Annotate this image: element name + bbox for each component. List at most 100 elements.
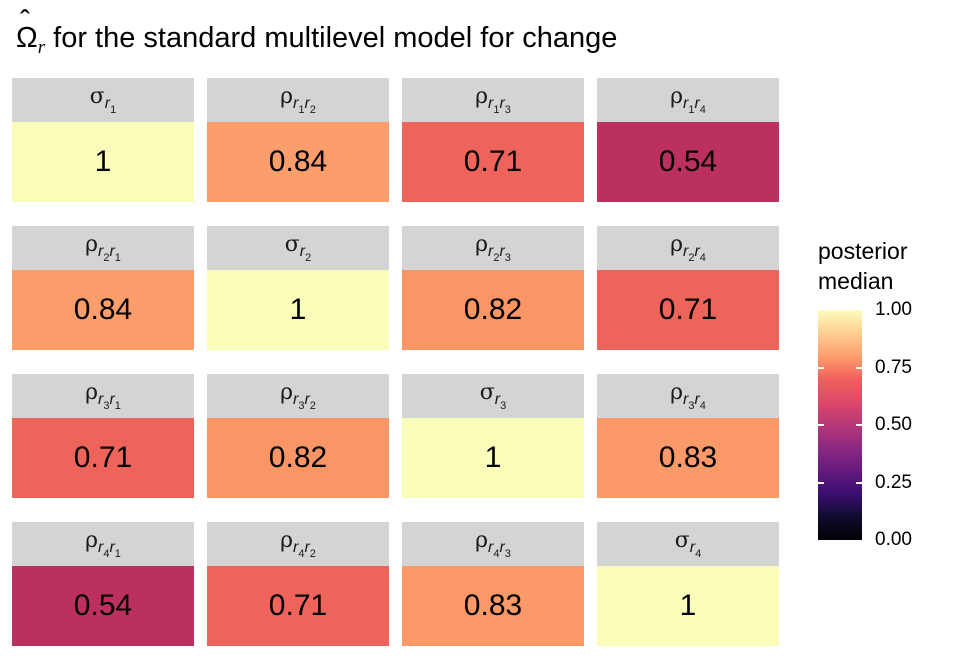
heatmap-tile: 0.83 — [402, 566, 584, 646]
greek-letter: ρ — [85, 528, 99, 553]
heatmap-tile: 0.71 — [207, 566, 389, 646]
facet-strip: ρr3r4 — [597, 374, 779, 418]
tile-value: 1 — [94, 145, 112, 178]
subscript-pair: r1 — [109, 391, 121, 412]
subscript-pair: r2 — [683, 243, 695, 264]
facet-cell: ρr3r1 0.71 — [12, 374, 194, 498]
colorbar-legend: posterior median 1.00 0.75 0.50 0.25 0.00 — [818, 236, 960, 550]
tile-value: 0.84 — [73, 293, 133, 326]
facet-strip-label: ρr3r2 — [280, 380, 316, 412]
facet-cell: ρr1r4 0.54 — [597, 78, 779, 202]
heatmap-tile: 0.54 — [12, 566, 194, 646]
facet-strip: ρr2r1 — [12, 226, 194, 270]
heatmap-tile: 1 — [597, 566, 779, 646]
greek-letter: ρ — [85, 232, 99, 257]
facet-cell: ρr1r3 0.71 — [402, 78, 584, 202]
facet-strip: ρr1r4 — [597, 78, 779, 122]
facet-cell: ρr2r1 0.84 — [12, 226, 194, 350]
subscript-pair: r4 — [689, 539, 702, 560]
heatmap-tile: 0.82 — [207, 418, 389, 498]
facet-strip: σr3 — [402, 374, 584, 418]
tile-value: 1 — [289, 293, 307, 326]
greek-letter: ρ — [670, 380, 684, 405]
tile-value: 0.71 — [73, 441, 133, 474]
subscript-pair: r3 — [499, 243, 511, 264]
heatmap-tile: 0.71 — [402, 122, 584, 202]
subscript-pair: r4 — [488, 539, 500, 560]
facet-cell: ρr1r2 0.84 — [207, 78, 389, 202]
greek-letter: ρ — [670, 84, 684, 109]
tile-value: 0.54 — [73, 589, 133, 622]
legend-bar-area: 1.00 0.75 0.50 0.25 0.00 — [818, 299, 960, 550]
legend-tick-mark — [856, 366, 862, 369]
facet-strip-label: ρr3r1 — [85, 380, 121, 412]
heatmap-tile: 1 — [402, 418, 584, 498]
heatmap-tile: 0.71 — [12, 418, 194, 498]
facet-strip: ρr4r3 — [402, 522, 584, 566]
facet-strip: σr4 — [597, 522, 779, 566]
tile-value: 0.84 — [268, 145, 328, 178]
facet-grid: σr1 1 ρr1r2 0.84 ρr1r3 0.71 ρr1r4 0.54 ρr2r1 0.84… — [12, 78, 779, 646]
facet-strip-label: ρr4r1 — [85, 528, 121, 560]
greek-letter: ρ — [280, 84, 294, 109]
facet-cell: ρr3r2 0.82 — [207, 374, 389, 498]
legend-tick-label: 0.00 — [875, 529, 912, 550]
subscript-pair: r1 — [488, 95, 500, 116]
legend-gradient-bar — [818, 310, 862, 540]
subscript-pair: r2 — [304, 539, 316, 560]
facet-strip: ρr1r2 — [207, 78, 389, 122]
heatmap-tile: 0.83 — [597, 418, 779, 498]
facet-cell: ρr2r3 0.82 — [402, 226, 584, 350]
facet-cell: ρr4r3 0.83 — [402, 522, 584, 646]
legend-tick-label: 1.00 — [875, 299, 912, 320]
greek-letter: σ — [674, 528, 690, 553]
legend-tick-label: 0.75 — [875, 356, 912, 378]
facet-cell: σr3 1 — [402, 374, 584, 498]
facet-cell: ρr4r2 0.71 — [207, 522, 389, 646]
legend-tick-label: 0.50 — [875, 414, 912, 435]
greek-letter: ρ — [280, 528, 294, 553]
subscript-pair: r1 — [683, 95, 695, 116]
legend-title-line2: median — [818, 268, 894, 294]
subscript-pair: r1 — [109, 243, 121, 264]
tile-value: 0.71 — [658, 293, 718, 326]
legend-tick-label: 0.25 — [875, 471, 912, 493]
hat-accent: ˆ — [20, 5, 30, 38]
facet-strip: ρr4r2 — [207, 522, 389, 566]
subscript-pair: r2 — [299, 243, 312, 264]
facet-strip: ρr3r2 — [207, 374, 389, 418]
facet-strip: ρr4r1 — [12, 522, 194, 566]
tile-value: 0.71 — [268, 589, 328, 622]
subscript-pair: r2 — [98, 243, 110, 264]
heatmap-tile: 0.54 — [597, 122, 779, 202]
tile-value: 0.82 — [268, 441, 328, 474]
tile-value: 0.82 — [463, 293, 523, 326]
subscript-pair: r4 — [694, 243, 706, 264]
subscript-pair: r2 — [304, 391, 316, 412]
plot-title-text: for the standard multilevel model for ch… — [45, 22, 618, 54]
facet-strip-label: ρr3r4 — [670, 380, 706, 412]
subscript-pair: r1 — [293, 95, 305, 116]
omega-hat-symbol: ˆ Ωr — [16, 5, 46, 58]
legend-title-line1: posterior — [818, 238, 908, 264]
plot-title: ˆ Ωr for the standard multilevel model fo… — [16, 5, 618, 59]
tile-value: 0.71 — [463, 145, 523, 178]
tile-value: 0.54 — [658, 145, 718, 178]
subscript-pair: r1 — [109, 539, 121, 560]
subscript-pair: r4 — [293, 539, 305, 560]
subscript-pair: r2 — [488, 243, 500, 264]
facet-strip: ρr2r4 — [597, 226, 779, 270]
greek-letter: σ — [89, 84, 105, 109]
facet-cell: ρr2r4 0.71 — [597, 226, 779, 350]
facet-cell: σr4 1 — [597, 522, 779, 646]
greek-letter: ρ — [475, 232, 489, 257]
subscript-pair: r3 — [98, 391, 110, 412]
facet-strip-label: ρr2r4 — [670, 232, 706, 264]
legend-title: posterior median — [818, 236, 960, 296]
greek-letter: σ — [479, 380, 495, 405]
facet-strip-label: σr2 — [285, 232, 311, 264]
legend-tick-mark — [818, 366, 824, 369]
facet-strip-label: σr3 — [480, 380, 506, 412]
facet-strip-label: ρr1r4 — [670, 84, 706, 116]
facet-strip: ρr3r1 — [12, 374, 194, 418]
